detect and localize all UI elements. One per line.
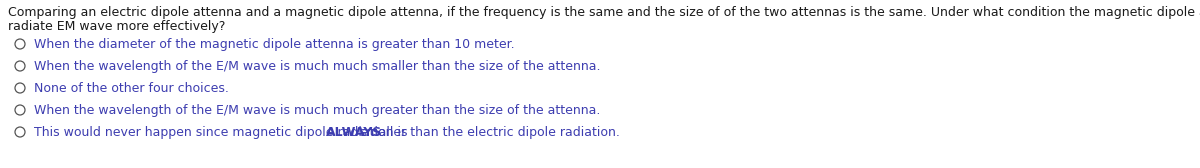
Text: Comparing an electric dipole attenna and a magnetic dipole attenna, if the frequ: Comparing an electric dipole attenna and… — [8, 6, 1200, 19]
Text: None of the other four choices.: None of the other four choices. — [34, 82, 229, 95]
Text: When the diameter of the magnetic dipole attenna is greater than 10 meter.: When the diameter of the magnetic dipole… — [34, 38, 515, 51]
Text: When the wavelength of the E/M wave is much much greater than the size of the at: When the wavelength of the E/M wave is m… — [34, 104, 600, 117]
Text: radiate EM wave more effectively?: radiate EM wave more effectively? — [8, 20, 226, 33]
Text: When the wavelength of the E/M wave is much much smaller than the size of the at: When the wavelength of the E/M wave is m… — [34, 60, 600, 73]
Text: smaller than the electric dipole radiation.: smaller than the electric dipole radiati… — [355, 126, 619, 139]
Text: This would never happen since magnetic dipole radiation is: This would never happen since magnetic d… — [34, 126, 412, 139]
Text: ALWAYS: ALWAYS — [326, 126, 383, 139]
